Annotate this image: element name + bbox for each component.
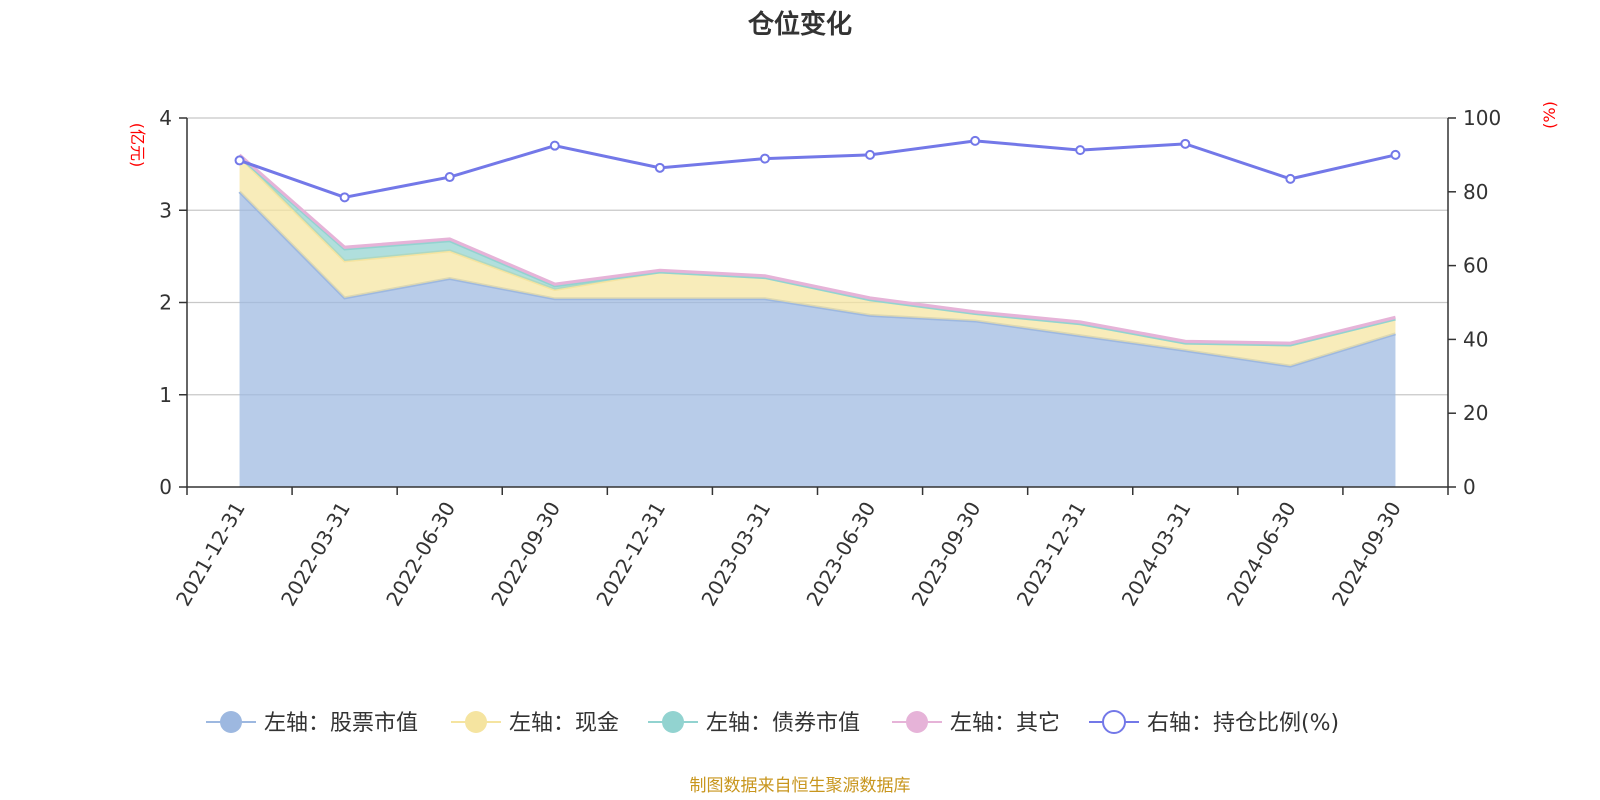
x-axis-tick-label: 2023-09-30: [907, 498, 986, 611]
line-右轴：持仓比例(%): [239, 139, 1396, 199]
x-axis-tick-label: 2023-03-31: [696, 498, 775, 611]
x-axis-tick-label: 2023-06-30: [801, 498, 880, 611]
data-source-note: 制图数据来自恒生聚源数据库: [690, 776, 911, 796]
x-axis-tick-label: 2022-12-31: [591, 498, 670, 611]
line-point[interactable]: [339, 192, 350, 203]
x-axis-tick-label: 2023-12-31: [1012, 498, 1091, 611]
right-axis-tick-label: 20: [1463, 401, 1488, 425]
line-point[interactable]: [444, 172, 455, 183]
left-axis-unit: (亿元): [128, 123, 147, 168]
area-series: [238, 153, 1396, 488]
line-point[interactable]: [549, 140, 560, 151]
area-edge-左轴：其它: [238, 153, 1396, 345]
x-axis-tick-label: 2024-09-30: [1327, 498, 1406, 611]
left-axis-tick-label: 4: [159, 106, 172, 130]
line-point[interactable]: [865, 149, 876, 160]
right-axis-unit: (%): [1540, 101, 1559, 129]
x-axis-tick-label: 2022-09-30: [486, 498, 565, 611]
legend-marker[interactable]: [465, 711, 487, 733]
legend-label[interactable]: 左轴：债券市值: [706, 711, 860, 736]
legend-label[interactable]: 右轴：持仓比例(%): [1147, 711, 1339, 736]
x-axis-tick-label: 2024-03-31: [1117, 498, 1196, 611]
area-左轴：股票市值: [239, 191, 1396, 488]
line-point[interactable]: [1390, 149, 1401, 160]
line-point[interactable]: [234, 155, 245, 166]
line-point[interactable]: [759, 153, 770, 164]
right-axis-tick-label: 80: [1463, 180, 1488, 204]
legend-marker[interactable]: [906, 711, 928, 733]
line-point[interactable]: [970, 135, 981, 146]
left-axis-tick-label: 2: [159, 291, 172, 315]
right-axis-tick-label: 0: [1463, 475, 1476, 499]
legend-marker[interactable]: [662, 711, 684, 733]
legend-marker[interactable]: [1102, 710, 1126, 734]
x-axis-tick-label: 2022-03-31: [276, 498, 355, 611]
x-axis-tick-label: 2024-06-30: [1222, 498, 1301, 611]
left-axis-tick-label: 0: [159, 475, 172, 499]
legend-label[interactable]: 左轴：现金: [509, 711, 619, 736]
legend-marker[interactable]: [220, 711, 242, 733]
right-axis-tick-label: 60: [1463, 254, 1488, 278]
legend-label[interactable]: 左轴：股票市值: [264, 711, 418, 736]
line-point[interactable]: [1285, 173, 1296, 184]
legend-label[interactable]: 左轴：其它: [950, 711, 1060, 736]
right-axis-tick-label: 100: [1463, 106, 1501, 130]
line-point[interactable]: [654, 162, 665, 173]
x-axis-tick-label: 2022-06-30: [381, 498, 460, 611]
line-series: [234, 135, 1401, 203]
left-axis-tick-label: 3: [159, 198, 172, 222]
chart-title: 仓位变化: [747, 9, 852, 40]
legend[interactable]: 左轴：股票市值 左轴：现金 左轴：债券市值 左轴：其它 右轴：持仓比例(%): [206, 710, 1339, 736]
left-axis-tick-label: 1: [159, 383, 172, 407]
line-point[interactable]: [1075, 145, 1086, 156]
right-axis-tick-label: 40: [1463, 327, 1488, 351]
x-axis-tick-label: 2021-12-31: [171, 498, 250, 611]
line-point[interactable]: [1180, 138, 1191, 149]
